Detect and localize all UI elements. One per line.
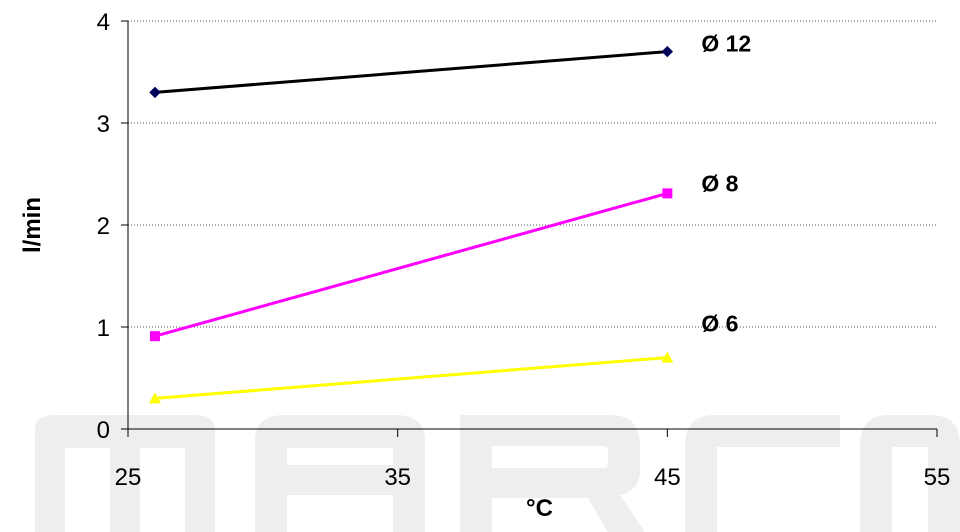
y-axis-ticks: 0 1 2 3 4 xyxy=(97,9,128,444)
series-line xyxy=(154,50,668,94)
watermark-letter-m xyxy=(35,415,215,532)
watermark-letter-c xyxy=(685,415,840,532)
y-tick-label: 0 xyxy=(97,417,110,444)
series-labels: Ø 12 Ø 8 Ø 6 xyxy=(701,31,751,337)
series-3 xyxy=(148,351,674,404)
y-tick-label: 1 xyxy=(97,315,110,342)
series-label: Ø 12 xyxy=(701,31,751,57)
watermark-letter-o xyxy=(860,415,960,532)
series-line xyxy=(154,356,668,400)
data-point-diamond xyxy=(149,86,161,99)
data-point-square xyxy=(149,331,160,342)
series-line xyxy=(154,191,668,338)
watermark-letter-r xyxy=(460,415,645,532)
x-tick-label: 45 xyxy=(654,464,681,491)
y-tick-label: 3 xyxy=(97,111,110,138)
data-point-square xyxy=(662,188,673,199)
data-point-diamond xyxy=(661,45,674,58)
x-tick-label: 55 xyxy=(924,464,951,491)
y-tick-label: 2 xyxy=(97,213,110,240)
x-tick-label: 35 xyxy=(384,464,411,491)
watermark-logo xyxy=(35,415,960,532)
x-tick-label: 25 xyxy=(115,464,142,491)
series-label: Ø 8 xyxy=(701,170,738,196)
series-layer xyxy=(148,45,674,404)
series-1 xyxy=(149,45,674,99)
data-point-triangle xyxy=(148,392,161,404)
x-axis-ticks: 25 35 45 55 xyxy=(115,429,951,491)
grid-lines xyxy=(128,20,937,328)
x-axis-title: °C xyxy=(526,495,553,522)
series-label: Ø 6 xyxy=(701,311,738,337)
y-tick-label: 4 xyxy=(97,9,110,36)
series-2 xyxy=(149,188,673,342)
data-point-triangle xyxy=(661,351,674,363)
y-axis-title: l/min xyxy=(19,197,46,253)
watermark-letter-a xyxy=(255,415,425,532)
